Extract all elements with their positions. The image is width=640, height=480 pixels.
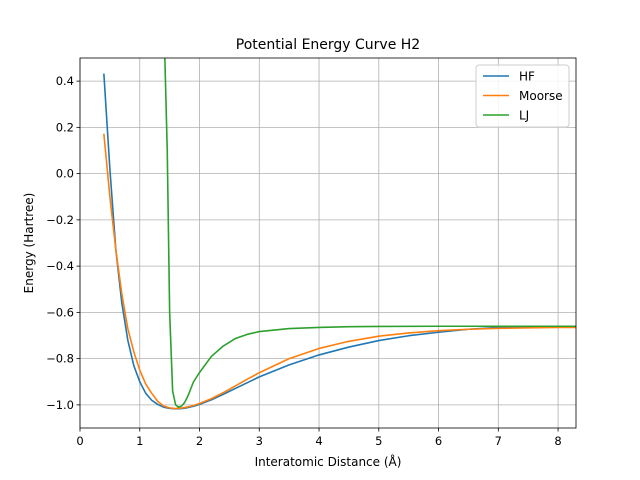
y-tick-label: 0.0 — [56, 167, 74, 181]
y-tick-label: −0.4 — [46, 259, 74, 273]
series-line-moorse — [103, 133, 576, 410]
legend-label-hf: HF — [519, 70, 535, 84]
legend: HF Moorse LJ — [475, 64, 570, 128]
plot-frame — [79, 57, 577, 429]
x-tick-label: 4 — [315, 434, 322, 448]
x-tick-label: 3 — [256, 434, 263, 448]
y-tick-label: 0.4 — [56, 74, 74, 88]
x-axis-label: Interatomic Distance (Å) — [255, 454, 402, 469]
x-tick-label: 5 — [375, 434, 382, 448]
series-line-lj — [164, 58, 576, 408]
series-layer — [103, 58, 576, 410]
chart-title: Potential Energy Curve H2 — [236, 37, 420, 53]
y-tick-label: −0.6 — [46, 305, 74, 319]
y-tick-label: −1.0 — [46, 398, 74, 412]
legend-label-lj: LJ — [519, 109, 529, 123]
legend-label-moorse: Moorse — [519, 89, 563, 103]
axis-ticks: 0 1 2 3 4 5 6 7 8 −1.0 −0.8 −0.6 −0.4 −0.2 0.0 0.2 0.4 — [46, 74, 562, 448]
y-axis-label: Energy (Hartree) — [22, 193, 36, 294]
x-tick-label: 6 — [435, 434, 442, 448]
y-tick-label: −0.8 — [46, 352, 74, 366]
y-tick-label: −0.2 — [46, 213, 74, 227]
y-tick-label: 0.2 — [56, 120, 74, 134]
legend-box — [475, 64, 570, 128]
x-tick-label: 1 — [136, 434, 143, 448]
x-tick-label: 7 — [495, 434, 502, 448]
x-tick-label: 2 — [196, 434, 203, 448]
x-tick-label: 0 — [76, 434, 83, 448]
x-tick-label: 8 — [554, 434, 561, 448]
series-line-hf — [103, 73, 576, 410]
